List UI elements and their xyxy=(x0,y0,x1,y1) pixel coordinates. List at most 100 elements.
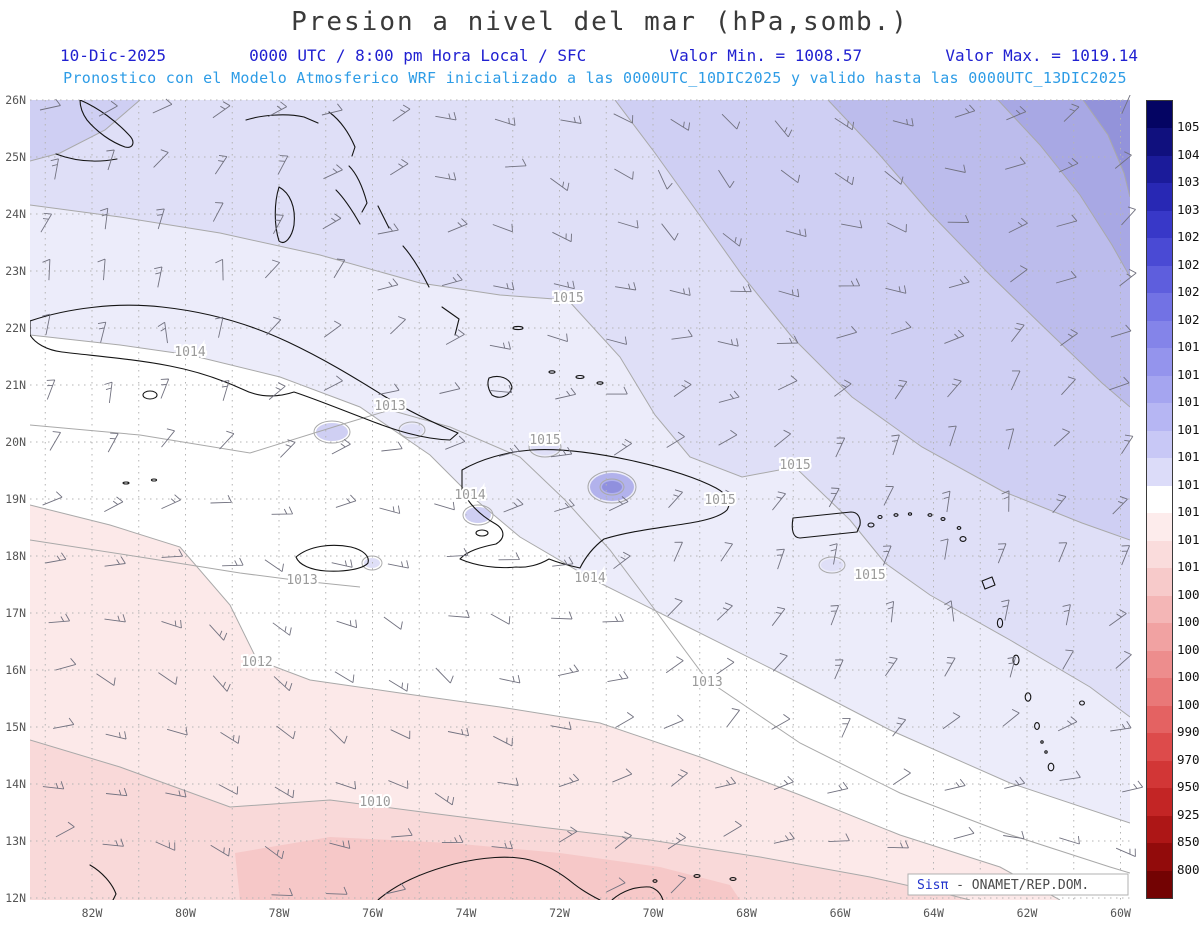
colorbar-cell xyxy=(1147,788,1172,816)
colorbar-label: 1040 xyxy=(1177,146,1200,162)
colorbar-cell xyxy=(1147,458,1172,486)
axis-labels: 26N 25N 24N 23N 22N 21N 20N 19N 18N 17N 16N 15N 14N 1… xyxy=(5,95,1131,920)
attribution-text: Sisπ - ONAMET/REP.DOM. xyxy=(917,878,1089,893)
colorbar-label: 800 xyxy=(1177,861,1200,877)
lat-label: 13N xyxy=(5,834,26,848)
lat-label: 14N xyxy=(5,777,26,791)
lat-label: 15N xyxy=(5,720,26,734)
max-value: Valor Max. = 1019.14 xyxy=(945,46,1138,65)
isobar-label: 1015 xyxy=(779,458,810,473)
colorbar-label: 925 xyxy=(1177,806,1200,822)
lon-label: 82W xyxy=(82,906,103,920)
pressure-field xyxy=(30,100,1130,900)
colorbar: 1050 1040 1035 1030 1028 1025 1022 1020 1019 1018… xyxy=(1146,100,1200,899)
colorbar-label: 1020 xyxy=(1177,311,1200,327)
colorbar-cell xyxy=(1147,320,1172,349)
lat-label: 24N xyxy=(5,207,26,221)
lon-label: 70W xyxy=(643,906,664,920)
colorbar-cell xyxy=(1147,650,1172,679)
colorbar-cell xyxy=(1147,155,1172,184)
attribution-badge: Sisπ - ONAMET/REP.DOM. xyxy=(907,873,1129,896)
forecast-meta: 10-Dic-2025 0000 UTC / 8:00 pm Hora Loca… xyxy=(60,46,1138,65)
colorbar-label: 950 xyxy=(1177,779,1200,795)
colorbar-cell xyxy=(1147,760,1172,789)
colorbar-cell xyxy=(1147,843,1172,871)
lat-lon-grid xyxy=(30,99,1130,900)
colorbar-label: 1016 xyxy=(1177,421,1200,437)
colorbar-label: 1017 xyxy=(1177,394,1200,410)
colorbar-cell xyxy=(1147,238,1172,266)
colorbar-cell xyxy=(1147,540,1172,569)
colorbar-label: 1035 xyxy=(1177,174,1200,190)
colorbar-label: 1030 xyxy=(1177,201,1200,217)
isobar-label: 1013 xyxy=(286,573,317,588)
isobar-label: 1012 xyxy=(241,655,272,670)
colorbar-label: 1019 xyxy=(1177,339,1200,355)
colorbar-cell xyxy=(1147,513,1172,541)
isobar-label: 1010 xyxy=(359,795,390,810)
lat-label: 18N xyxy=(5,549,26,563)
lat-label: 16N xyxy=(5,663,26,677)
isobar-label: 1014 xyxy=(574,571,605,586)
lon-label: 76W xyxy=(362,906,383,920)
colorbar-label: 1000 xyxy=(1177,696,1200,712)
colorbar-label: 970 xyxy=(1177,751,1200,767)
colorbar-label: 1014 xyxy=(1177,476,1200,492)
lat-label: 12N xyxy=(5,891,26,905)
colorbar-label: 1012 xyxy=(1177,531,1200,547)
lon-label: 66W xyxy=(830,906,851,920)
lat-label: 20N xyxy=(5,435,26,449)
colorbar-label: 1010 xyxy=(1177,559,1200,575)
lon-label: 80W xyxy=(175,906,196,920)
wind-barbs xyxy=(39,95,1144,897)
forecast-time: 0000 UTC / 8:00 pm Hora Local / SFC xyxy=(249,46,587,65)
lat-label: 19N xyxy=(5,492,26,506)
colorbar-cell xyxy=(1147,403,1172,431)
colorbar-cell xyxy=(1147,210,1172,239)
isobar-label: 1015 xyxy=(552,291,583,306)
min-value: Valor Min. = 1008.57 xyxy=(669,46,863,65)
colorbar-cell xyxy=(1147,183,1172,211)
isobar-label: 1014 xyxy=(454,488,485,503)
lon-label: 68W xyxy=(736,906,757,920)
colorbar-label: 1008 xyxy=(1177,586,1200,602)
colorbar-cell xyxy=(1147,101,1172,129)
isobar-label: 1015 xyxy=(704,493,735,508)
map-title: Presion a nivel del mar (hPa,somb.) xyxy=(291,7,909,37)
colorbar-label: 990 xyxy=(1177,724,1200,740)
colorbar-label: 1013 xyxy=(1177,504,1200,520)
colorbar-label: 1050 xyxy=(1177,119,1200,135)
colorbar-label: 1006 xyxy=(1177,614,1200,630)
colorbar-label: 1004 xyxy=(1177,641,1200,657)
colorbar-cell xyxy=(1147,348,1172,376)
colorbar-cell xyxy=(1147,375,1172,404)
isobar-label: 1015 xyxy=(854,568,885,583)
lon-label: 78W xyxy=(269,906,290,920)
isobar-label: 1014 xyxy=(174,345,205,360)
colorbar-cells xyxy=(1146,100,1173,899)
colorbar-label: 850 xyxy=(1177,834,1200,850)
lon-label: 64W xyxy=(923,906,944,920)
lat-label: 23N xyxy=(5,264,26,278)
map-canvas: 1015 1014 1013 1015 1015 1014 1015 1013 1014 1015… xyxy=(5,95,1144,920)
colorbar-cell xyxy=(1147,293,1172,321)
colorbar-label: 1028 xyxy=(1177,229,1200,245)
colorbar-cell xyxy=(1147,815,1172,844)
colorbar-cell xyxy=(1147,623,1172,651)
lat-label: 22N xyxy=(5,321,26,335)
colorbar-cell xyxy=(1147,128,1172,156)
colorbar-cell xyxy=(1147,485,1172,514)
lat-label: 26N xyxy=(5,95,26,107)
colorbar-cell xyxy=(1147,678,1172,706)
isobar-labels: 1015 1014 1013 1015 1015 1014 1015 1013 1014 1015… xyxy=(172,289,887,812)
colorbar-label: 1025 xyxy=(1177,256,1200,272)
isobar-label: 1013 xyxy=(374,399,405,414)
colorbar-cell xyxy=(1147,705,1172,734)
model-info: Pronostico con el Modelo Atmosferico WRF… xyxy=(63,69,1127,87)
lon-label: 60W xyxy=(1110,906,1131,920)
colorbar-label: 1022 xyxy=(1177,284,1200,300)
colorbar-cell xyxy=(1147,870,1172,899)
lon-label: 74W xyxy=(456,906,477,920)
lon-label: 62W xyxy=(1017,906,1038,920)
